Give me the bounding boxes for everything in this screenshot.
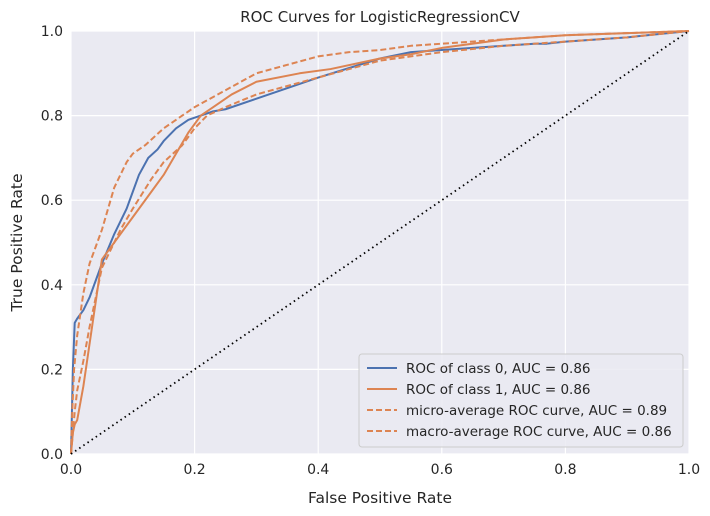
legend-label-macro-average: macro-average ROC curve, AUC = 0.86 (406, 424, 672, 440)
chart-title: ROC Curves for LogisticRegressionCV (240, 8, 520, 26)
y-axis-label: True Positive Rate (8, 173, 26, 312)
y-tick-label: 1.0 (41, 24, 63, 40)
y-tick-label: 0.6 (41, 193, 63, 209)
series-layer (70, 30, 690, 455)
legend-label-class-1: ROC of class 1, AUC = 0.86 (406, 382, 591, 398)
macro-average-line (70, 30, 690, 455)
legend: ROC of class 0, AUC = 0.86 ROC of class … (358, 353, 684, 448)
y-tick-label: 0.4 (41, 278, 63, 294)
grid (70, 30, 690, 455)
y-tick-label: 0.0 (41, 447, 63, 463)
x-tick-label: 1.0 (678, 462, 700, 478)
x-tick-label: 0.2 (183, 462, 205, 478)
roc-class-1-line (70, 30, 690, 455)
y-tick-label: 0.8 (41, 109, 63, 125)
x-axis-label: False Positive Rate (308, 489, 452, 507)
legend-box (358, 353, 684, 448)
tick-labels: 0.0 0.2 0.4 0.6 0.8 1.0 0.0 0.2 0.4 0.6 0.8 1.0 (41, 24, 700, 478)
x-tick-label: 0.6 (431, 462, 453, 478)
x-tick-label: 0.0 (60, 462, 82, 478)
legend-label-class-0: ROC of class 0, AUC = 0.86 (406, 361, 591, 377)
y-tick-label: 0.2 (41, 362, 63, 378)
x-tick-label: 0.4 (307, 462, 329, 478)
micro-average-line (70, 30, 690, 455)
x-tick-label: 0.8 (554, 462, 576, 478)
legend-label-micro-average: micro-average ROC curve, AUC = 0.89 (406, 403, 667, 419)
